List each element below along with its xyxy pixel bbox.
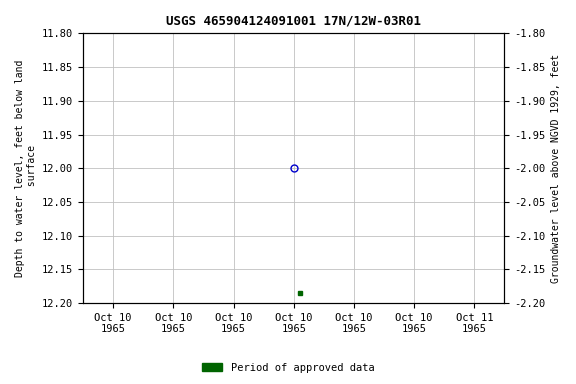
Y-axis label: Depth to water level, feet below land
 surface: Depth to water level, feet below land su… — [15, 60, 37, 277]
Legend: Period of approved data: Period of approved data — [198, 359, 378, 377]
Title: USGS 465904124091001 17N/12W-03R01: USGS 465904124091001 17N/12W-03R01 — [166, 15, 421, 28]
Y-axis label: Groundwater level above NGVD 1929, feet: Groundwater level above NGVD 1929, feet — [551, 54, 561, 283]
